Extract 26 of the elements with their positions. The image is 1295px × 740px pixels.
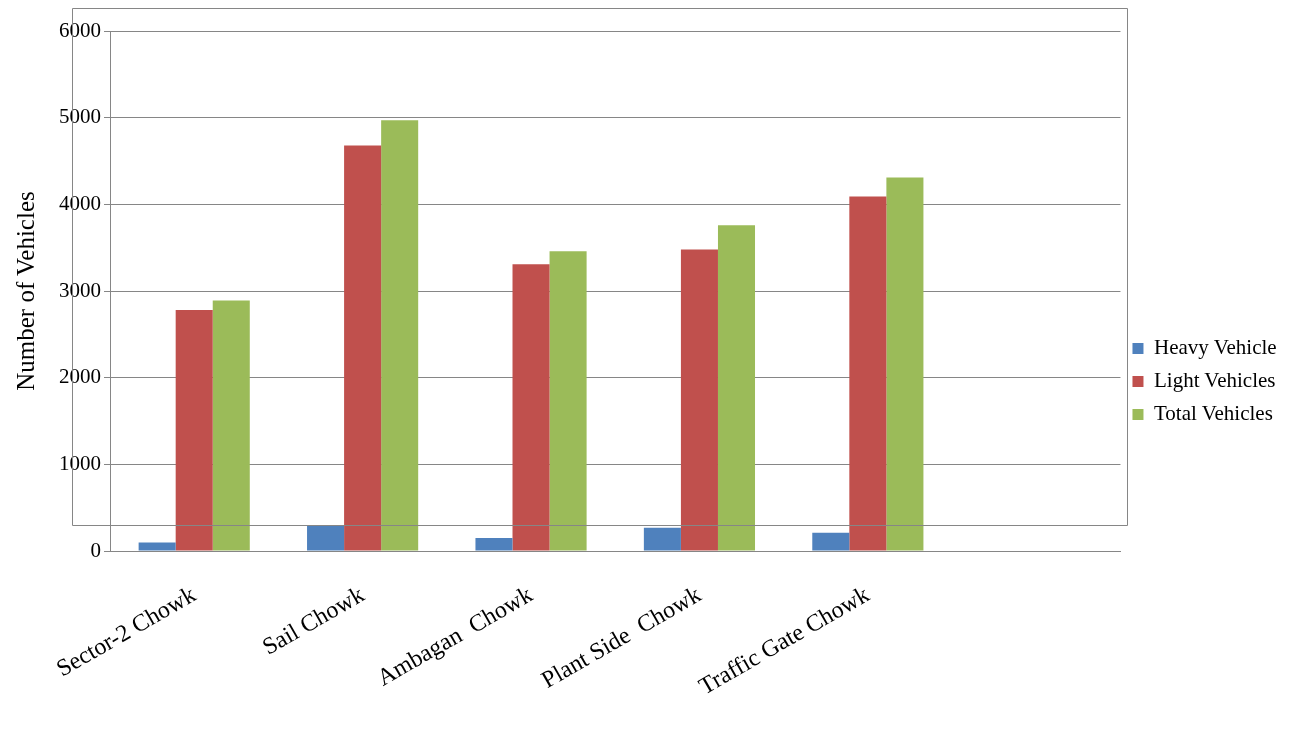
- bar: [175, 310, 213, 551]
- legend-label: Total Vehicles: [1153, 401, 1273, 426]
- bar: [886, 177, 924, 551]
- bar: [138, 542, 176, 551]
- y-tick-label: 6000: [59, 17, 101, 42]
- y-tick-label: 4000: [59, 190, 101, 215]
- y-tick-label: 3000: [59, 277, 101, 302]
- y-tick-label: 5000: [59, 104, 101, 129]
- bar: [512, 264, 550, 551]
- bar: [475, 538, 513, 551]
- legend-label: Heavy Vehicle: [1153, 335, 1277, 360]
- bar: [717, 225, 756, 551]
- legend-label: Light Vehicles: [1153, 368, 1276, 393]
- bar: [680, 249, 718, 551]
- y-tick-label: 0: [90, 537, 101, 562]
- bar: [307, 525, 345, 551]
- bar: [344, 145, 382, 551]
- bar: [212, 300, 250, 551]
- y-tick-label: 1000: [59, 450, 101, 475]
- bar: [643, 527, 681, 551]
- bar: [549, 251, 587, 551]
- bar: [849, 196, 887, 551]
- y-tick-label: 2000: [59, 364, 101, 389]
- bar: [381, 120, 419, 551]
- y-axis-title: Number of Vehicles: [11, 191, 39, 391]
- bar: [812, 532, 850, 551]
